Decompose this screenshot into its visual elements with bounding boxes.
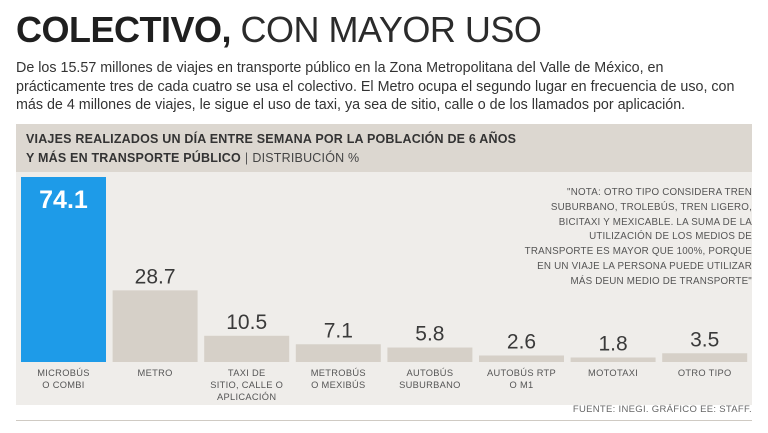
value-label-3: 7.1 <box>324 319 353 342</box>
value-label-7: 3.5 <box>690 328 719 351</box>
category-label-2: TAXI DE SITIO, CALLE O APLICACIÓN <box>210 368 283 402</box>
title-light: CON MAYOR USO <box>231 9 542 50</box>
bar-7 <box>662 353 748 362</box>
category-label-7: OTRO TIPO <box>678 368 732 378</box>
value-label-1: 28.7 <box>135 265 176 288</box>
page-title: COLECTIVO, CON MAYOR USO <box>16 8 542 52</box>
bar-5 <box>479 355 564 362</box>
category-label-1: METRO <box>138 368 173 378</box>
value-label-5: 2.6 <box>507 331 536 354</box>
category-label-0: MICROBÚS O COMBI <box>37 368 90 390</box>
chart-note: "NOTA: OTRO TIPO CONSIDERA TREN SUBURBAN… <box>524 187 752 287</box>
value-label-2: 10.5 <box>226 311 267 334</box>
chart-header-line2-wrap: Y MÁS EN TRANSPORTE PÚBLICO | DISTRIBUCIÓN… <box>26 151 359 165</box>
value-label-0: 74.1 <box>39 186 88 214</box>
bar-0 <box>21 177 106 362</box>
value-label-6: 1.8 <box>598 333 627 356</box>
bar-2 <box>204 335 290 362</box>
title-bold: COLECTIVO, <box>16 9 232 50</box>
chart-header: VIAJES REALIZADOS UN DÍA ENTRE SEMANA PO… <box>16 124 752 172</box>
chart-header-line1: VIAJES REALIZADOS UN DÍA ENTRE SEMANA PO… <box>26 132 517 146</box>
category-label-5: AUTOBÚS RTP O M1 <box>487 368 556 390</box>
category-label-4: AUTOBÚS SUBURBANO <box>399 368 461 390</box>
value-label-4: 5.8 <box>415 323 444 346</box>
category-label-6: MOTOTAXI <box>588 368 638 378</box>
bar-3 <box>295 344 381 362</box>
chart-area: 74.1 MICROBÚS O COMBI 28.7 METRO 10.5 TAXI DE S… <box>16 172 752 405</box>
footer-divider <box>16 420 752 421</box>
bar-4 <box>387 347 473 362</box>
chart-unit-label: DISTRIBUCIÓN % <box>252 151 360 165</box>
chart-header-separator: | <box>244 151 249 165</box>
bar-1 <box>112 290 198 362</box>
intro-paragraph: De los 15.57 millones de viajes en trans… <box>16 60 735 113</box>
source-credit: FUENTE: INEGI. GRÁFICO EE: STAFF. <box>572 404 752 415</box>
bar-6 <box>570 357 656 362</box>
chart-header-line2: Y MÁS EN TRANSPORTE PÚBLICO <box>26 151 241 165</box>
category-label-3: METROBÚS O MEXIBÚS <box>311 368 366 390</box>
bar-chart: 74.1 MICROBÚS O COMBI 28.7 METRO 10.5 TAXI DE S… <box>21 177 748 402</box>
